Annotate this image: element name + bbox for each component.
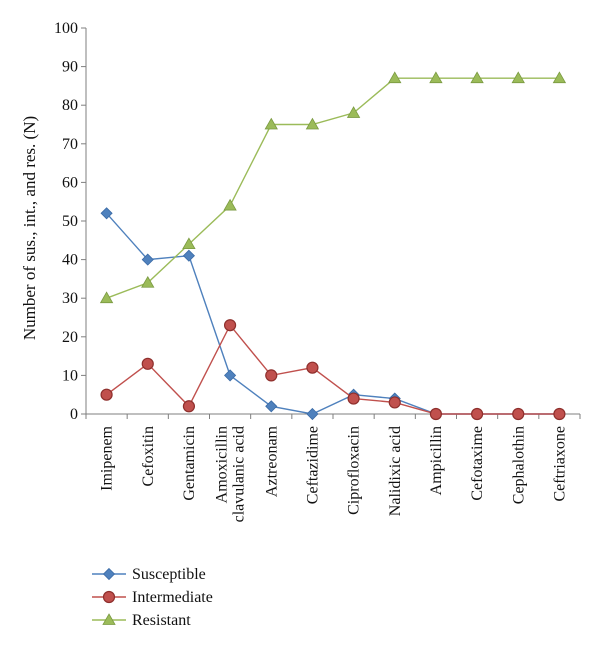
y-tick-label: 10	[62, 367, 78, 384]
series-intermediate-line	[106, 323, 560, 415]
y-tick-label: 50	[62, 213, 78, 230]
y-tick-label: 70	[62, 136, 78, 153]
susceptible-point	[141, 253, 154, 266]
legend: Susceptible Intermediate Resistant	[92, 566, 213, 629]
x-category-label: Ampicillin	[428, 426, 445, 495]
susceptible-point	[100, 207, 113, 220]
x-category-label-line: Ciprofloxacin	[346, 426, 363, 515]
susceptible-point	[224, 369, 237, 382]
intermediate-point	[223, 319, 237, 332]
x-category-label-line: Gentamicin	[181, 426, 198, 501]
x-category-label: Cefoxitin	[140, 426, 157, 486]
intermediate-point	[347, 392, 360, 405]
resistant-point	[346, 106, 361, 118]
resistant-point	[429, 71, 443, 84]
resistant-point	[223, 198, 237, 211]
resistant-point	[388, 71, 402, 84]
legend-item-susceptible: Susceptible	[92, 566, 206, 583]
resistant-point	[470, 71, 484, 84]
series-group	[99, 71, 567, 421]
x-category-label-line: Amoxicillin	[214, 426, 231, 503]
x-category-label: Gentamicin	[181, 426, 198, 501]
legend-susceptible-marker	[102, 567, 116, 581]
intermediate-point	[512, 407, 525, 421]
intermediate-point	[388, 396, 401, 409]
legend-intermediate-marker	[102, 590, 116, 604]
series-intermediate	[100, 319, 566, 421]
resistant-point	[552, 71, 567, 84]
y-tick-label: 30	[62, 290, 78, 307]
susceptible-point	[265, 400, 278, 413]
y-tick-label: 0	[70, 406, 78, 423]
intermediate-point	[553, 407, 566, 421]
x-category-label-line: Imipenem	[99, 425, 116, 490]
legend-resistant-label: Resistant	[132, 612, 191, 629]
legend-resistant-marker	[102, 613, 116, 625]
x-category-label: Cephalothin	[510, 426, 527, 504]
x-category-label: Aztreonam	[263, 425, 280, 497]
susceptible-point	[306, 407, 319, 421]
series-resistant	[99, 71, 567, 304]
legend-susceptible-label: Susceptible	[132, 566, 206, 583]
x-category-label: Ciprofloxacin	[346, 426, 363, 515]
x-category-label: Nalidixic acid	[387, 426, 404, 516]
x-category-label: Amoxicillinclavulanic acid	[214, 426, 248, 522]
intermediate-point	[141, 357, 154, 370]
resistant-point	[182, 237, 196, 250]
axes: 0 10 20 30 40 50 60 70 80 90 100 Imipenem Cefoxitin G…	[54, 20, 581, 522]
resistant-point	[511, 71, 525, 84]
series-resistant-line	[106, 77, 560, 299]
y-axis-title: Number of sus., int., and res. (N)	[20, 116, 39, 340]
y-tick-label: 60	[62, 174, 78, 191]
intermediate-point	[265, 369, 278, 382]
intermediate-point	[306, 361, 319, 374]
x-category-label: Cefotaxime	[469, 426, 486, 501]
x-category-label-line: Ampicillin	[428, 426, 445, 495]
resistant-point	[141, 275, 155, 288]
x-category-label-line: Ceftriaxone	[551, 426, 568, 502]
intermediate-point	[182, 400, 196, 413]
y-axis-title-group: Number of sus., int., and res. (N)	[20, 116, 39, 340]
x-category-label-line: Cefotaxime	[469, 426, 486, 501]
x-category-label-line: Cefoxitin	[140, 426, 157, 486]
susceptible-point	[182, 249, 195, 262]
intermediate-point	[429, 407, 443, 421]
x-category-label: Ceftazidime	[304, 426, 321, 504]
y-tick-label: 20	[62, 329, 78, 346]
x-category-label: Ceftriaxone	[551, 426, 568, 502]
legend-intermediate-label: Intermediate	[132, 589, 213, 606]
x-category-label-line: clavulanic acid	[231, 426, 248, 522]
resistant-point	[264, 117, 278, 130]
y-tick-label: 90	[62, 59, 78, 76]
x-category-label-line: Nalidixic acid	[387, 426, 404, 516]
x-category-label: Imipenem	[99, 425, 116, 490]
legend-item-intermediate: Intermediate	[92, 589, 213, 606]
y-tick-label: 80	[62, 97, 78, 114]
y-tick-label: 100	[54, 20, 78, 37]
y-tick-label: 40	[62, 252, 78, 269]
x-category-label-line: Aztreonam	[263, 425, 280, 497]
intermediate-point	[470, 407, 484, 421]
intermediate-point	[100, 388, 113, 401]
resistant-point	[99, 291, 114, 304]
x-category-label-line: Ceftazidime	[304, 426, 321, 504]
resistant-point	[305, 117, 320, 130]
legend-item-resistant: Resistant	[92, 612, 191, 629]
x-category-label-line: Cephalothin	[510, 426, 527, 504]
